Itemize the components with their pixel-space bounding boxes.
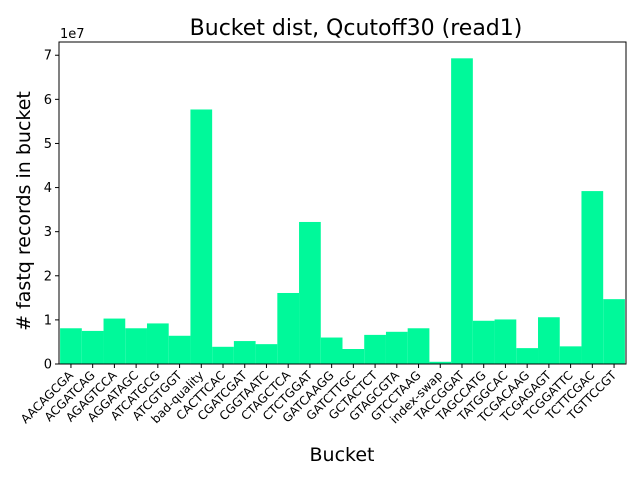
bar-TCGACAAG (516, 348, 539, 364)
bar-ATCATGCG (146, 323, 169, 364)
bar-GCTACTCT (364, 334, 386, 364)
bar-bad-quality (190, 109, 213, 364)
bar-AACAGCGA (60, 328, 82, 364)
bar-ACGATCAG (81, 330, 104, 364)
chart-title: Bucket dist, Qcutoff30 (read1) (190, 16, 523, 41)
bar-GTCCTAAG (407, 328, 430, 364)
bar-GATCAAGG (320, 337, 343, 364)
bar-CTAGCTCA (277, 292, 300, 364)
bar-index-swap (429, 361, 452, 364)
y-tick-label: 1 (44, 313, 52, 328)
y-tick-label: 3 (44, 225, 52, 240)
plot-frame (58, 41, 627, 365)
bar-TAGCCATG (472, 320, 495, 364)
bar-TCTTCGAC (581, 191, 604, 364)
y-tick-label: 5 (44, 137, 52, 152)
bar-TCGAGAGT (538, 317, 560, 364)
bar-TATGGCAC (494, 319, 517, 364)
y-axis-label: # fastq records in bucket (13, 91, 35, 331)
y-tick-label: 4 (44, 181, 52, 196)
y-tick-label: 6 (44, 93, 52, 108)
bar-AGGATAGC (125, 328, 147, 364)
y-tick-label: 2 (44, 269, 52, 284)
y-tick-label: 7 (44, 49, 52, 64)
bar-TACCGGAT (451, 58, 473, 364)
y-multiplier-label: 1e7 (60, 27, 85, 42)
bar-TCGGATTC (559, 346, 582, 364)
bar-AGAGTCCA (103, 318, 126, 364)
bar-GTAGCGTA (385, 331, 408, 364)
bars-group (60, 58, 625, 364)
bar-TGTTCCGT (603, 299, 625, 364)
bar-ATCGTGGT (168, 335, 191, 364)
y-axis: 0 1 2 3 4 5 6 7 (44, 49, 59, 373)
bar-CGATCGAT (233, 341, 256, 364)
bar-CGGTAATC (255, 344, 278, 364)
x-axis-label: Bucket (310, 444, 375, 466)
bar-CACTTCAC (212, 346, 234, 364)
bar-GATCTTGC (342, 349, 365, 364)
y-tick-label: 0 (44, 358, 52, 373)
bar-CTCTGGAT (299, 221, 321, 364)
x-axis: AACAGCGAACGATCAGAGAGTCCAAGGATAGCATCATGCG… (18, 364, 620, 426)
